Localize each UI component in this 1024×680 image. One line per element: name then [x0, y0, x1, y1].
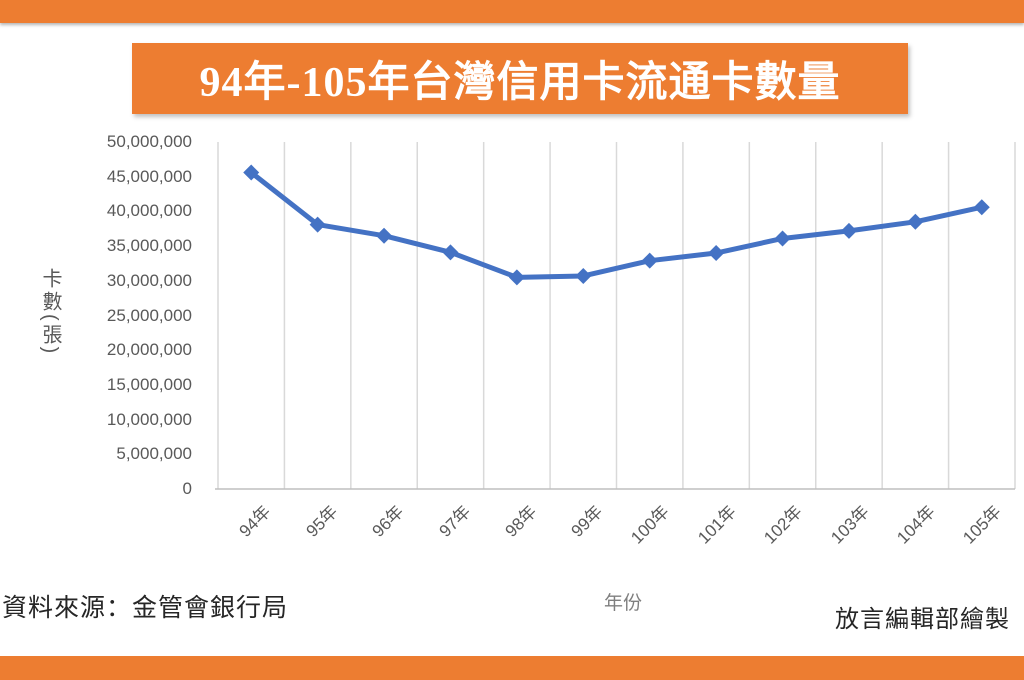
- data-point-marker: [508, 269, 525, 286]
- x-tick-label: 102年: [760, 502, 806, 548]
- y-tick-label: 25,000,000: [106, 305, 192, 325]
- data-point-marker: [575, 267, 592, 284]
- x-axis-title: 年份: [603, 593, 643, 614]
- y-tick-label: 30,000,000: [106, 270, 192, 290]
- x-tick-label: 95年: [302, 502, 342, 541]
- y-tick-label: 0: [182, 479, 192, 498]
- y-tick-label: 20,000,000: [106, 340, 192, 360]
- x-tick-label: 100年: [627, 502, 674, 548]
- y-tick-label: 5,000,000: [116, 444, 192, 464]
- credit-note: 放言編輯部繪製: [835, 606, 1010, 633]
- source-note: 資料來源：金管會銀行局: [2, 594, 289, 622]
- y-tick-label: 40,000,000: [106, 201, 192, 221]
- data-point-marker: [774, 230, 791, 247]
- x-tick-label: 104年: [893, 502, 939, 548]
- x-tick-label: 94年: [235, 502, 275, 541]
- y-tick-label: 35,000,000: [106, 236, 192, 256]
- y-tick-label: 50,000,000: [106, 132, 192, 151]
- chart-title: 94年-105年台灣信用卡流通卡數量: [132, 43, 908, 114]
- data-line-series: [248, 170, 985, 280]
- data-point-marker: [309, 216, 326, 233]
- line-chart-svg: [215, 142, 1016, 490]
- bottom-banner-bar: [0, 656, 1024, 680]
- x-tick-label: 98年: [501, 502, 541, 541]
- data-point-marker: [708, 245, 725, 262]
- x-tick-label: 96年: [368, 502, 408, 541]
- data-point-marker: [973, 199, 990, 216]
- data-point-marker: [641, 252, 658, 269]
- x-tick-label: 101年: [694, 502, 740, 548]
- data-point-marker: [907, 213, 924, 230]
- x-tick-label: 103年: [826, 502, 873, 548]
- x-tick-label: 105年: [959, 502, 1006, 548]
- y-axis-title: 卡數(張): [39, 268, 61, 357]
- y-tick-label: 45,000,000: [106, 166, 192, 186]
- data-point-marker: [840, 222, 857, 239]
- x-tick-label: 97年: [435, 502, 474, 541]
- y-tick-label: 10,000,000: [106, 409, 192, 429]
- x-tick-label: 99年: [567, 502, 607, 541]
- data-point-marker: [376, 227, 393, 244]
- top-banner-bar: [0, 0, 1024, 23]
- data-point-marker: [442, 244, 459, 261]
- y-tick-label: 15,000,000: [106, 374, 192, 394]
